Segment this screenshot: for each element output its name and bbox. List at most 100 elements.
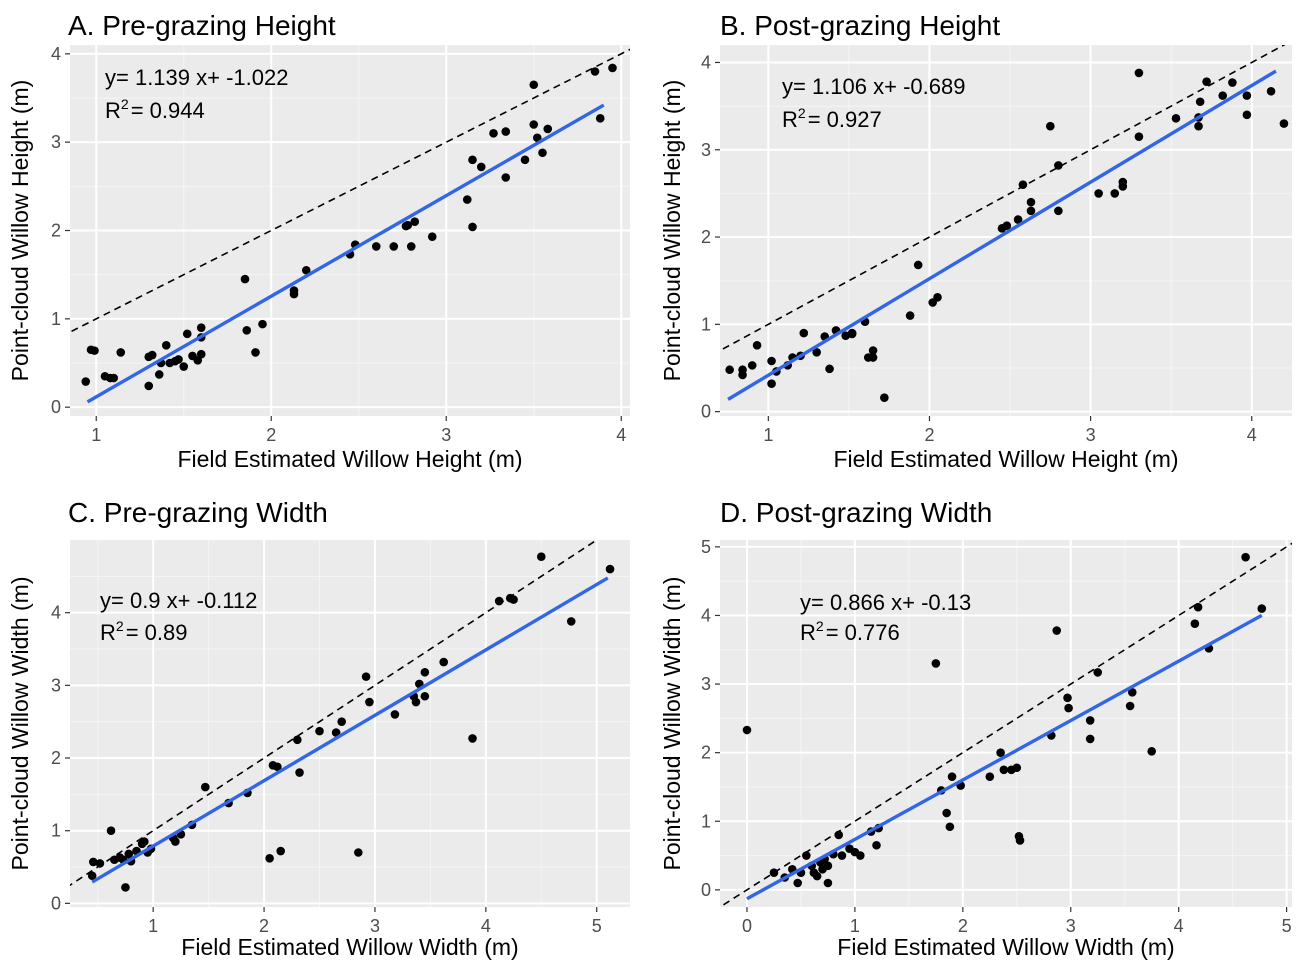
minor-gridlines xyxy=(720,540,1292,907)
data-point xyxy=(1085,716,1095,725)
data-point xyxy=(538,148,547,158)
y-tick-label: 4 xyxy=(701,605,711,625)
r-squared-label: R2= 0.927 xyxy=(782,105,882,132)
data-point xyxy=(139,837,149,846)
x-tick-label: 4 xyxy=(1247,425,1257,445)
y-tick-label: 5 xyxy=(701,537,711,557)
data-point xyxy=(251,348,260,357)
data-point xyxy=(468,155,477,165)
data-point xyxy=(769,868,779,878)
data-point xyxy=(289,289,299,299)
x-tick-label: 1 xyxy=(850,916,860,936)
data-point xyxy=(427,232,437,241)
data-point xyxy=(361,672,371,681)
data-point xyxy=(847,329,857,339)
y-tick-label: 3 xyxy=(701,674,711,694)
data-point xyxy=(872,840,881,850)
regression-line xyxy=(91,576,609,884)
data-point xyxy=(410,217,420,226)
data-point xyxy=(242,326,252,335)
data-point xyxy=(1241,552,1250,562)
data-point xyxy=(1015,836,1025,845)
data-point xyxy=(1118,177,1128,187)
y-axis-label: Point-cloud Willow Height (m) xyxy=(7,80,33,382)
data-point xyxy=(905,311,915,320)
panel-title: D. Post-grazing Width xyxy=(720,497,992,528)
major-gridlines xyxy=(70,45,630,416)
data-point xyxy=(106,826,116,835)
data-point xyxy=(834,830,844,840)
data-point xyxy=(1125,701,1135,711)
data-point xyxy=(354,848,363,857)
x-axis-label: Field Estimated Willow Width (m) xyxy=(181,934,518,960)
data-point xyxy=(293,735,302,745)
data-point xyxy=(116,348,126,357)
r-squared-value: = 0.944 xyxy=(131,98,205,123)
x-tick-label: 2 xyxy=(259,916,269,936)
data-point xyxy=(1063,693,1072,703)
r-squared-superscript: 2 xyxy=(816,618,824,634)
data-point xyxy=(509,595,518,604)
data-point xyxy=(841,331,850,340)
x-tick-label: 3 xyxy=(1086,425,1096,445)
data-point xyxy=(1013,215,1023,224)
data-point xyxy=(1266,86,1276,96)
data-point xyxy=(767,379,776,389)
data-point xyxy=(1194,121,1203,131)
data-point xyxy=(595,114,605,123)
data-point xyxy=(868,346,878,355)
x-tick-label: 2 xyxy=(924,425,934,445)
data-point xyxy=(880,393,889,402)
data-point xyxy=(856,851,865,860)
regression-equation: y= 1.106 x+ -0.689 xyxy=(782,74,965,99)
data-point xyxy=(1218,91,1228,100)
panel-b: 1 2 3 4 0 1 2 3 4 B. Post-grazing Height Field Est… xyxy=(659,10,1292,472)
data-point xyxy=(171,837,180,846)
r-squared-value: = 0.776 xyxy=(826,620,900,645)
data-point xyxy=(501,127,511,136)
data-point xyxy=(200,782,210,792)
data-point xyxy=(468,222,477,232)
data-point xyxy=(1242,91,1252,100)
y-axis-label: Point-cloud Willow Width (m) xyxy=(7,577,33,871)
y-tick-label: 1 xyxy=(701,314,711,334)
data-point xyxy=(868,353,878,362)
data-point xyxy=(501,173,511,182)
x-tick-label: 4 xyxy=(616,425,626,445)
y-tick-label: 3 xyxy=(51,132,61,152)
data-point xyxy=(1127,687,1137,697)
data-point xyxy=(468,734,477,743)
data-point xyxy=(933,292,942,302)
data-point xyxy=(81,377,91,386)
y-tick-label: 3 xyxy=(51,675,61,695)
panel-title: B. Post-grazing Height xyxy=(720,10,1000,41)
data-point xyxy=(390,710,400,719)
y-tick-label: 0 xyxy=(701,402,711,422)
data-point xyxy=(1002,221,1012,230)
data-point xyxy=(1134,132,1144,141)
data-point xyxy=(315,726,324,736)
data-point xyxy=(725,365,734,375)
plot-background xyxy=(720,45,1292,416)
data-point xyxy=(812,871,822,881)
r-squared-letter: R xyxy=(782,107,798,132)
data-point xyxy=(752,340,762,350)
minor-gridlines xyxy=(70,540,630,907)
regression-equation: y= 0.9 x+ -0.112 xyxy=(100,588,257,613)
regression-line xyxy=(727,69,1277,401)
data-point xyxy=(420,691,430,701)
x-tick-label: 0 xyxy=(742,916,752,936)
data-point xyxy=(767,356,776,366)
data-point xyxy=(738,365,747,375)
data-point xyxy=(489,129,498,138)
data-point xyxy=(265,854,274,863)
data-point xyxy=(520,155,530,165)
data-point xyxy=(605,564,615,574)
panel-d: 0 1 2 3 4 5 0 1 2 3 4 5 D. Post-grazing Width Field E… xyxy=(659,497,1292,960)
data-point xyxy=(947,772,957,781)
plot-background xyxy=(70,540,630,907)
data-point xyxy=(1134,68,1144,78)
data-point xyxy=(406,242,416,251)
x-tick-label: 2 xyxy=(958,916,968,936)
